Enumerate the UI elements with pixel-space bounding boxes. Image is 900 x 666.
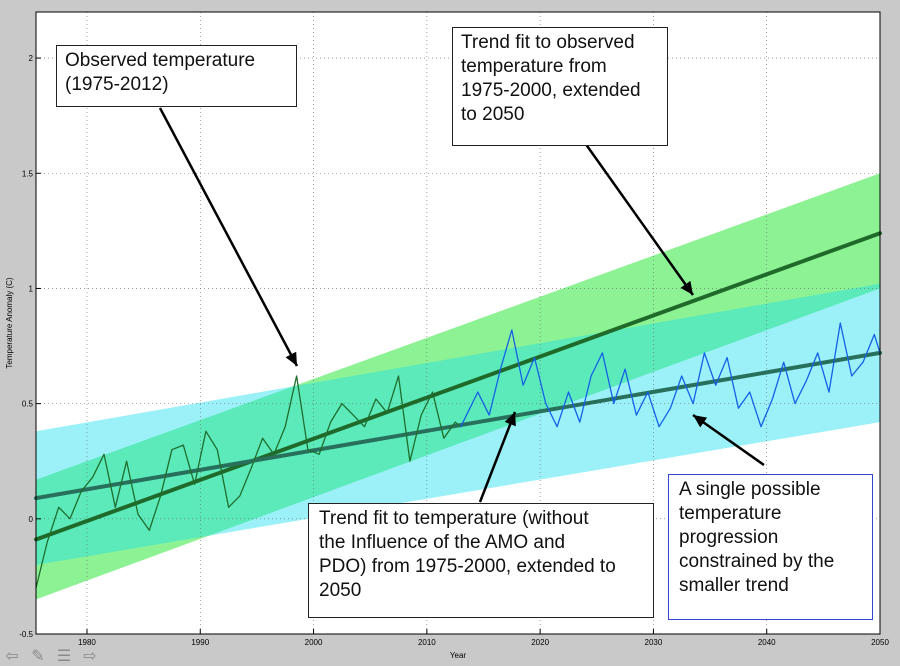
x-tick-label: 2030	[645, 638, 663, 647]
adjusted-trend-arrow-head	[504, 412, 516, 427]
observed-trend-annotation: Trend fit to observed temperature from 1…	[452, 27, 668, 146]
observed-trend-arrow-head	[680, 280, 693, 295]
y-tick-label: 0.5	[22, 400, 34, 409]
x-tick-label: 1980	[78, 638, 96, 647]
annotation-line: smaller trend	[679, 575, 789, 596]
annotation-line: to 2050	[461, 104, 525, 125]
annotation-line: A single possible	[679, 479, 821, 500]
x-tick-label: 2000	[305, 638, 323, 647]
x-tick-label: 2040	[758, 638, 776, 647]
observed-temperature-arrow-head	[285, 351, 297, 366]
annotation-line: the Influence of the AMO and	[319, 532, 566, 553]
x-tick-label: 1990	[191, 638, 209, 647]
y-tick-label: 1	[29, 284, 34, 293]
single-progression-annotation: A single possible temperature progressio…	[668, 474, 873, 620]
y-tick-label: 2	[29, 54, 34, 63]
x-axis-label: Year	[450, 651, 467, 660]
x-tick-label: 2010	[418, 638, 436, 647]
temperature-series-line	[460, 322, 881, 428]
annotation-line: 1975-2000, extended	[461, 80, 641, 101]
trend-line	[34, 350, 882, 501]
annotation-line: temperature	[679, 503, 782, 524]
single-progression-arrow	[692, 413, 765, 467]
annotation-line: PDO) from 1975-2000, extended to	[319, 556, 616, 577]
observed-trend-arrow	[583, 142, 695, 296]
adjusted-trend-annotation: Trend fit to temperature (without the In…	[308, 503, 654, 618]
y-tick-label: -0.5	[19, 630, 33, 639]
observed-temperature-annotation: Observed temperature (1975-2012)	[56, 45, 297, 107]
arrow-right-icon[interactable]: ⇨	[83, 648, 97, 665]
annotation-line: constrained by the	[679, 551, 835, 572]
annotation-line: Trend fit to temperature (without	[319, 508, 589, 529]
annotation-line: temperature from	[461, 56, 607, 77]
arrow-left-icon[interactable]: ⇦	[5, 648, 19, 665]
viewer-controls: ⇦ ✎ ☰ ⇨	[0, 648, 110, 666]
single-progression-arrow-head	[693, 415, 708, 428]
annotation-line: Observed temperature	[65, 50, 256, 71]
y-axis-label: Temperature Anomaly (C)	[5, 277, 14, 368]
annotation-line: progression	[679, 527, 779, 548]
annotation-line: Trend fit to observed	[461, 32, 635, 53]
temperature-series-line	[35, 375, 462, 589]
y-tick-label: 0	[29, 515, 34, 524]
observed-temperature-arrow	[158, 107, 299, 367]
annotation-line: (1975-2012)	[65, 74, 169, 95]
menu-icon[interactable]: ☰	[56, 648, 72, 665]
pencil-icon[interactable]: ✎	[31, 648, 45, 665]
x-tick-label: 2050	[871, 638, 889, 647]
y-tick-label: 1.5	[22, 169, 34, 178]
adjusted-trend-arrow	[478, 411, 517, 503]
annotation-line: 2050	[319, 580, 362, 601]
trend-line	[34, 231, 882, 542]
x-tick-label: 2020	[531, 638, 549, 647]
